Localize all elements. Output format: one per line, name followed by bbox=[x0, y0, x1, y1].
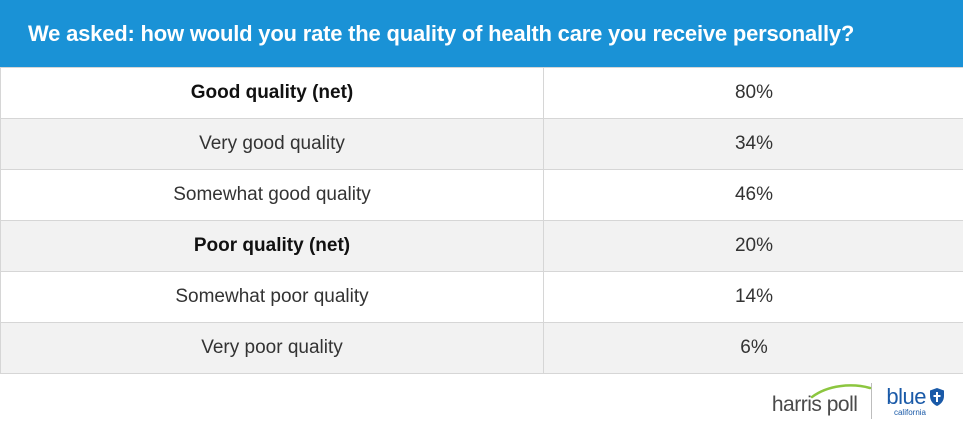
row-label: Somewhat poor quality bbox=[0, 271, 544, 323]
row-value: 46% bbox=[543, 169, 963, 221]
green-swoosh-icon bbox=[810, 384, 872, 399]
table-row: Somewhat poor quality 14% bbox=[0, 271, 963, 323]
table-row: Very good quality 34% bbox=[0, 118, 963, 170]
table-header: We asked: how would you rate the quality… bbox=[0, 0, 963, 67]
row-label: Good quality (net) bbox=[0, 67, 544, 119]
table-row: Poor quality (net) 20% bbox=[0, 220, 963, 272]
blue-shield-icon bbox=[930, 388, 944, 406]
blue-wordmark: blue bbox=[886, 383, 926, 409]
row-label: Somewhat good quality bbox=[0, 169, 544, 221]
survey-question: We asked: how would you rate the quality… bbox=[28, 20, 855, 46]
row-label: Very good quality bbox=[0, 118, 544, 170]
harris-poll-logo: harris poll bbox=[771, 381, 872, 421]
row-value: 80% bbox=[543, 67, 963, 119]
blue-shield-logo: blue california bbox=[886, 383, 945, 417]
harris-poll-wordmark: harris poll bbox=[771, 393, 858, 416]
table-row: Somewhat good quality 46% bbox=[0, 169, 963, 221]
sponsor-logos: harris poll blue california bbox=[772, 376, 945, 426]
table-row: Very poor quality 6% bbox=[0, 322, 963, 374]
logo-divider bbox=[871, 383, 873, 419]
california-wordmark: california bbox=[893, 407, 926, 417]
row-value: 14% bbox=[543, 271, 963, 323]
results-table: Good quality (net) 80% Very good quality… bbox=[0, 67, 963, 374]
row-label: Poor quality (net) bbox=[0, 220, 544, 272]
table-row: Good quality (net) 80% bbox=[0, 67, 963, 119]
row-value: 6% bbox=[543, 322, 963, 374]
row-value: 34% bbox=[543, 118, 963, 170]
row-label: Very poor quality bbox=[0, 322, 544, 374]
row-value: 20% bbox=[543, 220, 963, 272]
